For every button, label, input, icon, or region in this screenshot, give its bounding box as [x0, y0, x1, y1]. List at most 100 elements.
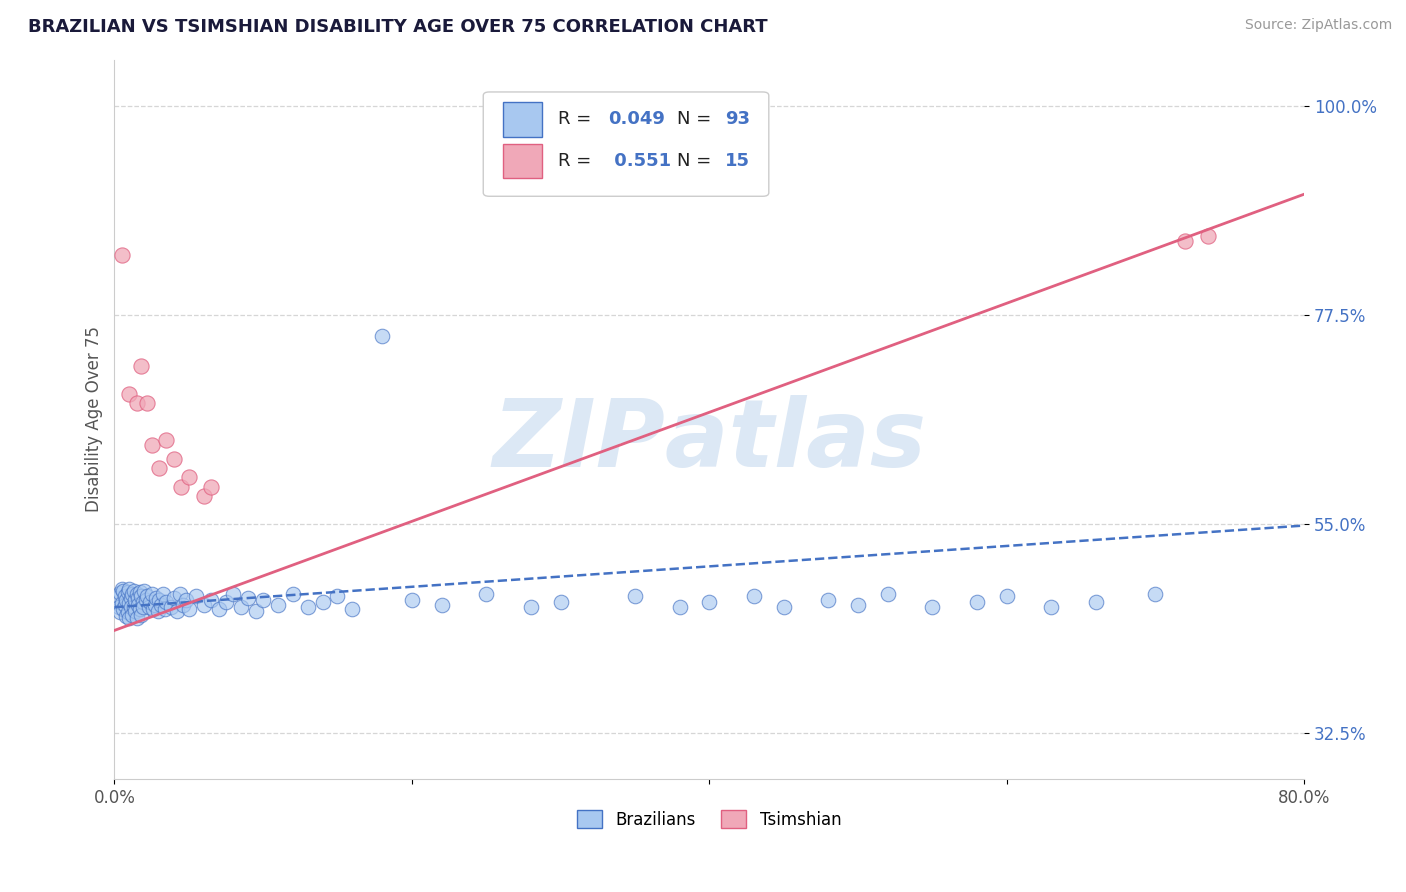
FancyBboxPatch shape: [503, 144, 541, 178]
Point: [1085, 594, 1108, 608]
FancyBboxPatch shape: [484, 92, 769, 196]
Point: [145, 591, 167, 605]
FancyBboxPatch shape: [503, 102, 541, 136]
Point: [193, 489, 215, 503]
Point: [697, 594, 720, 608]
Point: [846, 599, 869, 613]
Point: [124, 592, 146, 607]
Text: Source: ZipAtlas.com: Source: ZipAtlas.com: [1244, 18, 1392, 32]
Point: [311, 594, 333, 608]
Text: ZIP​atlas: ZIP​atlas: [492, 395, 927, 487]
Text: N =: N =: [678, 152, 717, 170]
Point: [143, 599, 166, 613]
Point: [139, 594, 162, 608]
Point: [267, 599, 290, 613]
Point: [876, 587, 898, 601]
Point: [115, 609, 138, 624]
Point: [430, 599, 453, 613]
Point: [401, 592, 423, 607]
Point: [129, 589, 152, 603]
Point: [1144, 587, 1167, 601]
Point: [138, 600, 160, 615]
Point: [1040, 600, 1063, 615]
Text: 0.049: 0.049: [609, 111, 665, 128]
Point: [118, 596, 141, 610]
Point: [134, 583, 156, 598]
Point: [817, 592, 839, 607]
Point: [136, 396, 159, 410]
Point: [122, 600, 145, 615]
Point: [142, 602, 165, 616]
Point: [146, 604, 169, 618]
Point: [108, 600, 131, 615]
Point: [112, 602, 135, 616]
Point: [772, 600, 794, 615]
Point: [326, 589, 349, 603]
Text: R =: R =: [558, 152, 598, 170]
Point: [148, 461, 170, 475]
Point: [141, 587, 163, 601]
Point: [160, 600, 183, 615]
Point: [995, 589, 1018, 603]
Point: [1197, 229, 1219, 244]
Point: [170, 479, 193, 493]
Point: [118, 611, 141, 625]
Point: [120, 591, 142, 605]
Text: 15: 15: [724, 152, 749, 170]
Point: [135, 592, 157, 607]
Point: [110, 586, 132, 600]
Point: [177, 470, 200, 484]
Text: 0.551: 0.551: [609, 152, 671, 170]
Point: [155, 433, 177, 447]
Point: [125, 587, 148, 601]
Point: [222, 587, 245, 601]
Point: [131, 594, 153, 608]
Point: [122, 583, 145, 598]
Point: [668, 600, 690, 615]
Point: [229, 600, 252, 615]
Point: [114, 589, 136, 603]
Point: [342, 602, 364, 616]
Point: [624, 589, 647, 603]
Point: [125, 611, 148, 625]
Point: [153, 602, 176, 616]
Point: [166, 604, 188, 618]
Point: [124, 604, 146, 618]
Point: [193, 599, 215, 613]
Point: [149, 599, 172, 613]
Point: [550, 594, 572, 608]
Point: [131, 600, 153, 615]
Point: [110, 605, 132, 619]
Text: N =: N =: [678, 111, 717, 128]
Point: [215, 594, 238, 608]
Point: [129, 607, 152, 622]
Point: [245, 604, 267, 618]
Point: [121, 587, 143, 601]
Point: [200, 592, 222, 607]
Y-axis label: Disability Age Over 75: Disability Age Over 75: [86, 326, 103, 512]
Point: [118, 582, 141, 596]
Point: [177, 602, 200, 616]
Point: [111, 596, 134, 610]
Point: [200, 479, 222, 493]
Point: [475, 587, 498, 601]
Point: [111, 582, 134, 596]
Point: [371, 329, 394, 343]
Point: [121, 607, 143, 622]
Text: R =: R =: [558, 111, 598, 128]
Point: [136, 589, 159, 603]
Point: [127, 591, 149, 605]
Point: [111, 247, 134, 261]
Point: [297, 600, 319, 615]
Point: [174, 592, 197, 607]
Point: [742, 589, 765, 603]
Point: [128, 585, 150, 599]
Point: [129, 359, 152, 373]
Point: [152, 587, 174, 601]
Point: [281, 587, 304, 601]
Legend: Brazilians, Tsimshian: Brazilians, Tsimshian: [571, 804, 848, 835]
Point: [163, 451, 186, 466]
Point: [127, 599, 149, 613]
Point: [148, 592, 170, 607]
Point: [125, 396, 148, 410]
